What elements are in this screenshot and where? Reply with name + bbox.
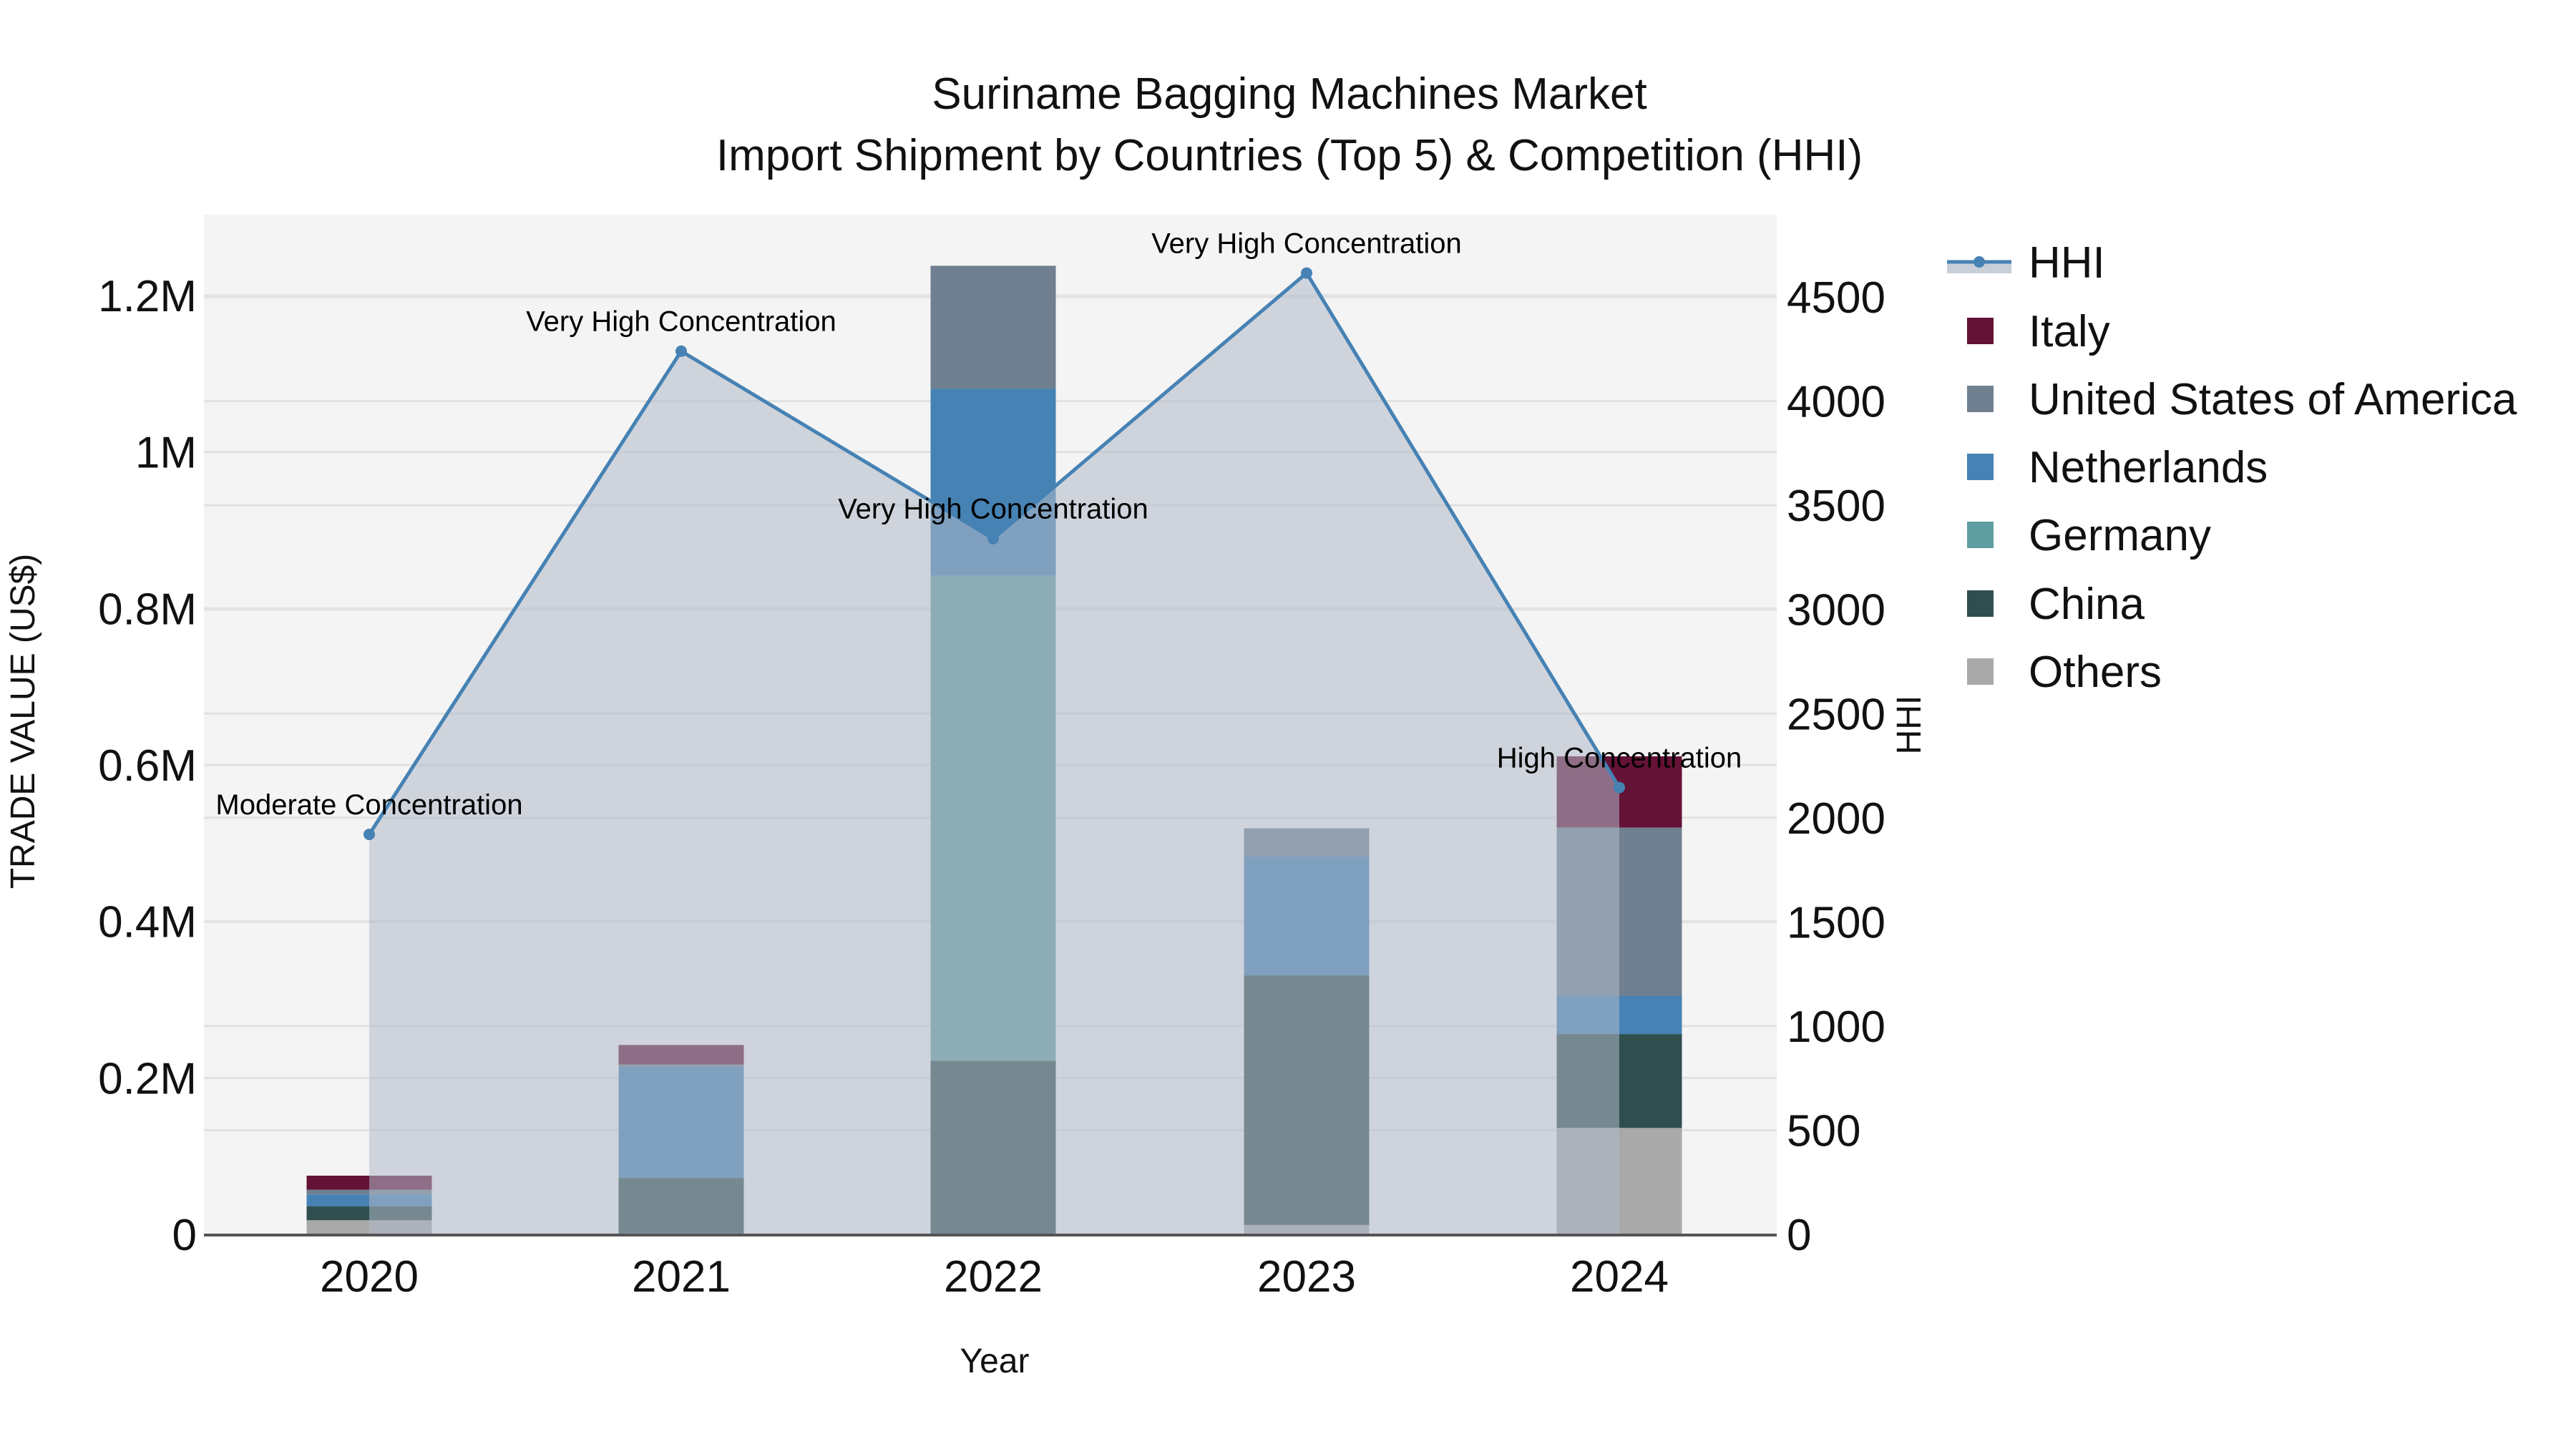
legend-label: United States of America	[2029, 375, 2517, 424]
y-left-tick: 1M	[135, 429, 197, 478]
legend-item-italy[interactable]: Italy	[1967, 307, 2110, 356]
y-right-tick: 4500	[1787, 273, 1885, 323]
legend-label: HHI	[2029, 238, 2105, 288]
x-axis-title: Year	[960, 1342, 1030, 1380]
legend-label: China	[2029, 580, 2145, 629]
x-tick-2020: 2020	[320, 1252, 419, 1302]
y-left-tick: 0.2M	[98, 1054, 197, 1103]
hhi-annotation-2022: Very High Concentration	[838, 494, 1148, 525]
hhi-annotation-2021: Very High Concentration	[526, 306, 836, 338]
legend-item-usa[interactable]: United States of America	[1967, 375, 2517, 424]
legend-item-germany[interactable]: Germany	[1967, 511, 2211, 560]
legend-item-hhi[interactable]: HHI	[1947, 238, 2105, 288]
y-left-tick: 0.4M	[98, 898, 197, 947]
y-right-tick: 3000	[1787, 586, 1885, 635]
hhi-annotations: Moderate Concentration Very High Concentr…	[215, 228, 1742, 821]
chart-title-line1: Suriname Bagging Machines Market	[932, 69, 1646, 119]
y-left-tick: 0.8M	[98, 585, 197, 634]
legend: HHI Italy United States of America Netherla…	[1947, 238, 2517, 697]
hhi-annotation-2020: Moderate Concentration	[215, 789, 522, 821]
x-tick-labels: 2020 2021 2022 2023 2024	[320, 1252, 1669, 1302]
hhi-marker-2021[interactable]	[675, 345, 687, 357]
y-right-tick: 4000	[1787, 378, 1885, 427]
y-right-tick-labels: 0 500 1000 1500 2000 2500 3000 3500 4000 4500	[1787, 273, 1885, 1260]
x-tick-2023: 2023	[1257, 1252, 1356, 1302]
legend-swatch-icon	[1967, 658, 1994, 685]
chart-title-line2: Import Shipment by Countries (Top 5) & C…	[716, 131, 1863, 180]
legend-label: Italy	[2029, 307, 2110, 356]
hhi-marker-2020[interactable]	[364, 829, 375, 841]
legend-item-china[interactable]: China	[1967, 580, 2145, 629]
legend-swatch-icon	[1967, 522, 1994, 548]
y-right-tick: 500	[1787, 1106, 1860, 1156]
legend-swatch-icon	[1967, 318, 1994, 344]
legend-label: Others	[2029, 648, 2162, 697]
y-left-tick-labels: 0 0.2M 0.4M 0.6M 0.8M 1M 1.2M	[98, 272, 197, 1260]
y-right-tick: 2000	[1787, 794, 1885, 844]
x-tick-2024: 2024	[1570, 1252, 1669, 1302]
hhi-annotation-2023: Very High Concentration	[1151, 228, 1462, 260]
legend-swatch-icon	[1967, 590, 1994, 617]
x-tick-2022: 2022	[944, 1252, 1043, 1302]
hhi-area	[369, 273, 1619, 1234]
x-tick-2021: 2021	[632, 1252, 731, 1302]
legend-item-netherlands[interactable]: Netherlands	[1967, 443, 2268, 492]
hhi-fill	[369, 273, 1619, 1234]
legend-label: Germany	[2029, 511, 2211, 560]
y-right-axis-title: HHI	[1890, 696, 1928, 755]
hhi-legend-marker-icon	[1974, 256, 1985, 268]
hhi-line	[364, 267, 1625, 841]
y-left-tick: 0	[172, 1211, 197, 1260]
y-left-axis-title: TRADE VALUE (US$)	[4, 554, 42, 889]
hhi-annotation-2024: High Concentration	[1497, 743, 1742, 774]
y-left-tick: 1.2M	[98, 272, 197, 321]
y-left-tick: 0.6M	[98, 741, 197, 791]
legend-label: Netherlands	[2029, 443, 2268, 492]
y-right-tick: 1000	[1787, 1002, 1885, 1052]
bar-segment-united-states-of-america-2022[interactable]	[930, 265, 1056, 389]
hhi-marker-2022[interactable]	[987, 532, 999, 545]
y-right-tick: 0	[1787, 1211, 1811, 1260]
y-right-tick: 2500	[1787, 690, 1885, 739]
hhi-marker-2024[interactable]	[1614, 781, 1625, 794]
y-right-tick: 1500	[1787, 898, 1885, 947]
hhi-marker-2023[interactable]	[1301, 267, 1312, 279]
legend-swatch-icon	[1967, 386, 1994, 412]
legend-swatch-icon	[1967, 454, 1994, 480]
legend-item-others[interactable]: Others	[1967, 648, 2162, 697]
y-right-tick: 3500	[1787, 482, 1885, 531]
